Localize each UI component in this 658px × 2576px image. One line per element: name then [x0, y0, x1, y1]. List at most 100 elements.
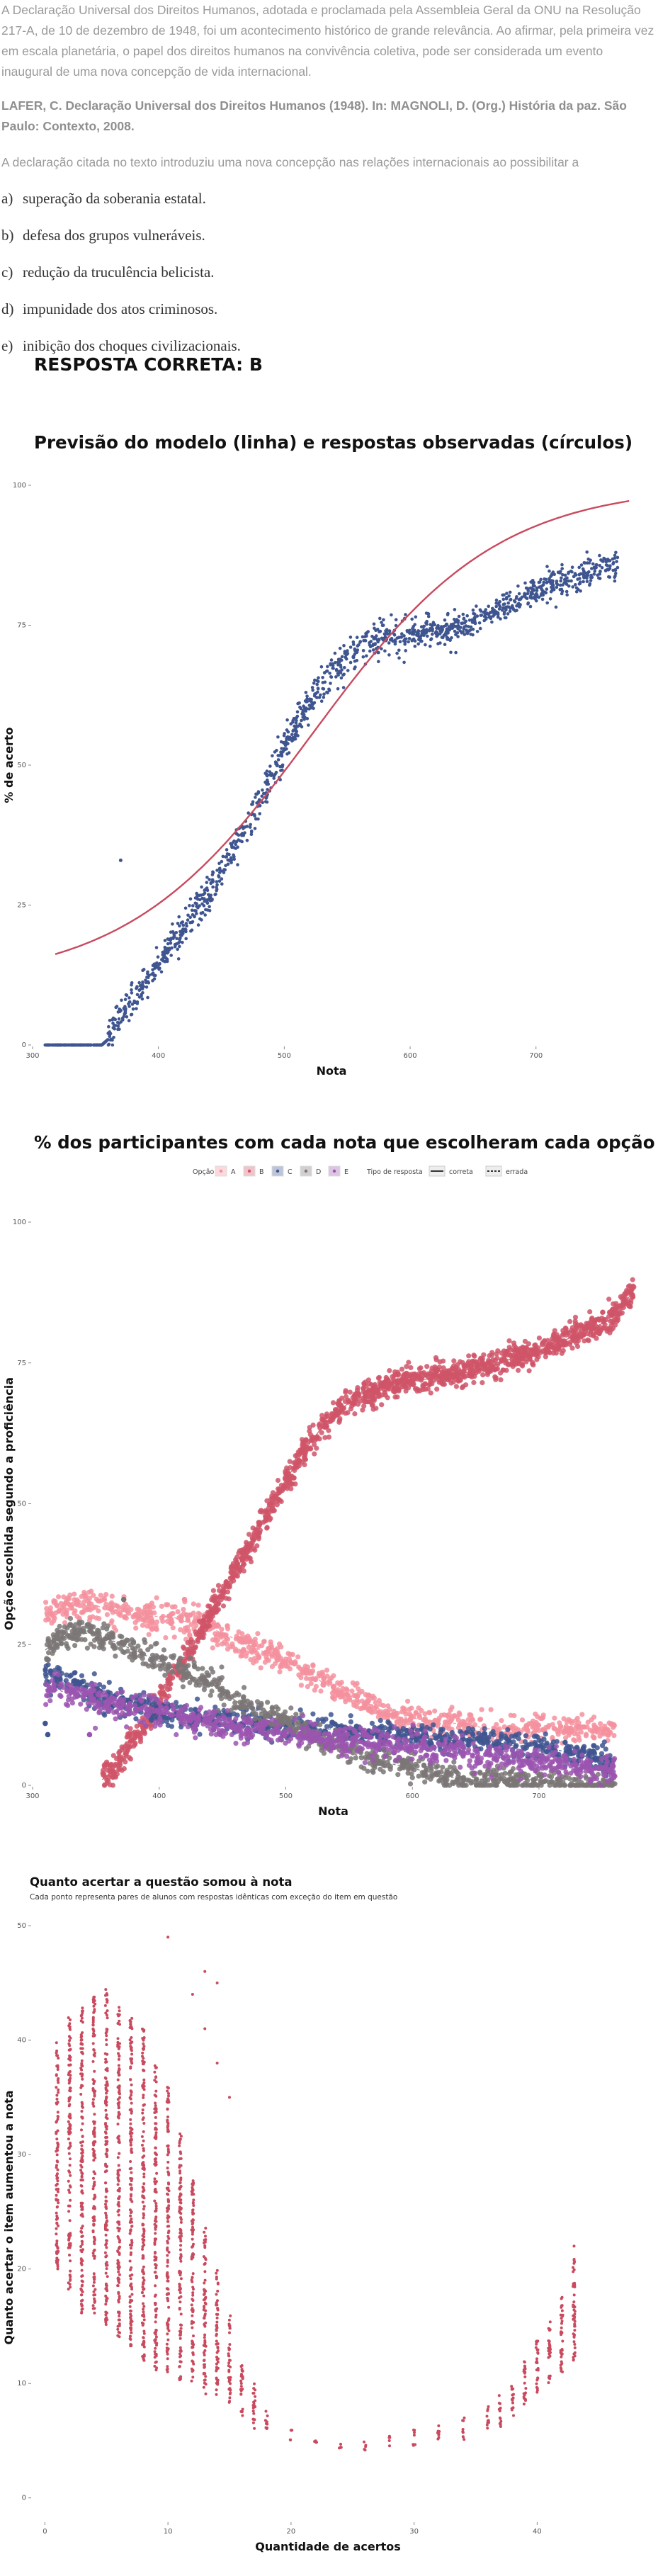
- observed-point: [502, 611, 506, 614]
- observed-point: [499, 617, 502, 621]
- option-e: e) inibição dos choques civilizacionais.: [1, 337, 241, 355]
- option-point: [172, 1604, 178, 1610]
- observed-point: [181, 930, 186, 933]
- option-point: [324, 1667, 330, 1673]
- observed-point: [579, 589, 582, 593]
- observed-point: [496, 612, 500, 616]
- option-point: [438, 1729, 444, 1735]
- observed-point: [319, 693, 322, 697]
- observed-point: [457, 614, 461, 618]
- observed-point: [205, 876, 209, 879]
- option-point: [175, 1609, 181, 1615]
- option-point: [91, 1671, 97, 1677]
- observed-point: [113, 1017, 118, 1022]
- option-point: [186, 1628, 191, 1634]
- observed-point: [452, 623, 455, 628]
- option-point: [213, 1634, 219, 1640]
- option-point: [569, 1328, 574, 1333]
- option-point: [343, 1389, 348, 1395]
- option-point: [539, 1716, 545, 1722]
- observed-point: [140, 987, 144, 990]
- option-point: [328, 1712, 334, 1717]
- observed-point: [404, 649, 407, 653]
- option-point: [628, 1297, 634, 1303]
- observed-point: [614, 572, 618, 575]
- option-point: [295, 1654, 301, 1660]
- observed-point: [186, 913, 190, 917]
- observed-point: [436, 623, 440, 628]
- option-point: [293, 1659, 298, 1665]
- observed-point: [600, 566, 604, 570]
- observed-point: [140, 997, 144, 1001]
- option-point: [579, 1724, 585, 1730]
- option-point: [351, 1702, 357, 1708]
- observed-point: [613, 574, 617, 578]
- option-point: [432, 1708, 438, 1714]
- observed-point: [286, 730, 290, 734]
- option-point: [269, 1654, 275, 1659]
- observed-point: [585, 561, 589, 565]
- option-point: [72, 1591, 77, 1597]
- option-point: [110, 1774, 115, 1780]
- option-point: [327, 1680, 333, 1686]
- option-point: [159, 1603, 164, 1609]
- observed-point: [258, 804, 262, 808]
- observed-point: [176, 922, 180, 925]
- observed-point: [258, 812, 262, 815]
- observed-point: [220, 877, 224, 881]
- option-point: [83, 1593, 89, 1599]
- observed-point: [234, 842, 238, 847]
- option-point: [375, 1394, 381, 1399]
- observed-point: [307, 723, 310, 727]
- observed-point: [190, 908, 194, 913]
- observed-point: [106, 1038, 109, 1042]
- observed-point: [245, 825, 249, 828]
- option-point: [348, 1719, 353, 1724]
- option-point: [65, 1595, 71, 1600]
- observed-point: [132, 999, 136, 1003]
- observed-point: [123, 1010, 127, 1014]
- option-point: [339, 1680, 344, 1685]
- option-point: [526, 1368, 532, 1374]
- observed-point: [205, 881, 209, 884]
- option-point: [487, 1359, 494, 1365]
- observed-point: [577, 572, 582, 577]
- observed-point: [582, 569, 586, 573]
- observed-point: [577, 582, 582, 586]
- option-point: [68, 1672, 74, 1678]
- option-point: [613, 1304, 619, 1309]
- observed-point: [462, 616, 466, 621]
- observed-point: [98, 1043, 101, 1047]
- observed-point: [262, 791, 266, 796]
- observed-point: [518, 605, 521, 609]
- observed-point: [585, 550, 589, 554]
- option-point: [355, 1387, 361, 1393]
- observed-point: [127, 996, 131, 1000]
- observed-point: [346, 669, 350, 672]
- option-point: [261, 1639, 267, 1644]
- observed-point: [510, 605, 514, 609]
- option-point: [557, 1336, 562, 1342]
- observed-point: [426, 614, 431, 618]
- observed-point: [548, 569, 551, 573]
- observed-point: [200, 896, 205, 900]
- option-point: [591, 1714, 597, 1720]
- option-point: [125, 1734, 131, 1739]
- observed-point: [265, 774, 269, 778]
- observed-point: [531, 579, 535, 582]
- observed-point: [455, 618, 459, 621]
- observed-point: [86, 1043, 89, 1047]
- option-point: [399, 1709, 405, 1714]
- option-point: [446, 1714, 452, 1720]
- observed-point: [300, 718, 303, 723]
- option-point: [110, 1753, 116, 1758]
- option-point: [572, 1718, 578, 1724]
- option-point: [572, 1314, 579, 1320]
- observed-point: [156, 955, 160, 959]
- observed-point: [412, 633, 416, 636]
- observed-point: [232, 857, 237, 862]
- option-point: [135, 1617, 141, 1623]
- observed-point: [419, 625, 424, 628]
- option-point: [567, 1318, 573, 1324]
- option-point: [385, 1395, 390, 1401]
